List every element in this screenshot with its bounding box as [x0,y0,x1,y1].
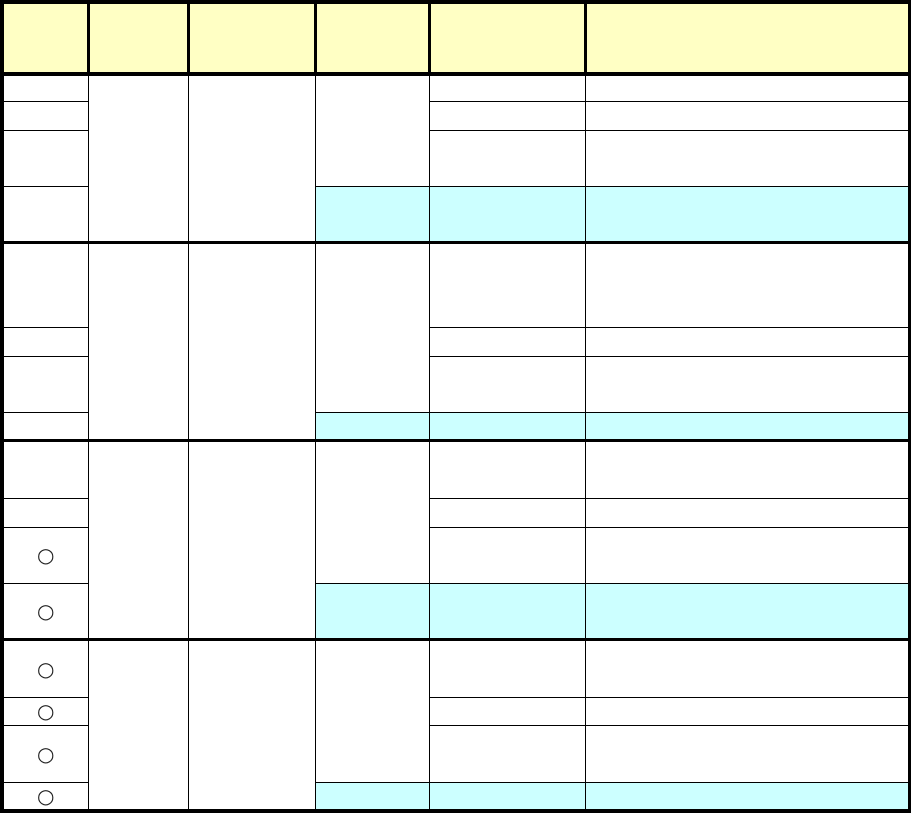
mark-cell: ○ [1,526,89,584]
highlight-cell-4 [314,781,430,812]
cell-5 [428,129,586,187]
mark-cell [1,497,89,528]
cell-5 [428,696,586,726]
table-row [1,72,911,243]
table-row: ○ [1,781,911,812]
table-row: ○ [1,526,911,584]
cell-5 [428,526,586,584]
mark-cell [1,326,89,357]
cell-5 [428,100,586,131]
table-row [1,411,911,441]
mark-cell: ○ [1,582,89,640]
cell-6 [584,326,911,357]
table-row [1,240,911,441]
cell-5 [428,497,586,528]
mark-cell: ○ [1,724,89,783]
group-cell-2 [87,637,189,812]
highlight-cell-4 [314,185,430,243]
cell-6 [584,100,911,131]
table-row [1,185,911,243]
group-cell-4 [314,637,430,783]
cell-5 [428,72,586,102]
group-cell-3 [187,72,316,243]
cell-6 [584,526,911,584]
mark-cell [1,438,89,499]
header-cell-2 [86,1,190,76]
cell-5 [428,582,586,640]
mark-cell: ○ [1,696,89,726]
group-cell-4 [314,72,430,187]
table-row: ○ [1,724,911,783]
group-cell-4 [314,240,430,413]
highlight-cell-4 [314,582,430,640]
table-row [1,438,911,640]
cell-5 [428,185,586,243]
header-cell-5 [427,1,587,76]
cell-5 [428,411,586,441]
table-row: ○ [1,582,911,640]
cell-6 [584,696,911,726]
header-cell-3 [186,1,317,76]
table-row: ○ [1,696,911,726]
cell-5 [428,724,586,783]
cell-5 [428,240,586,328]
cell-6 [584,781,911,812]
cell-6 [584,438,911,499]
mark-cell: ○ [1,781,89,812]
mark-cell [1,129,89,187]
mark-cell [1,411,89,441]
group-cell-4 [314,438,430,584]
header-row [0,1,911,76]
cell-5 [428,781,586,812]
cell-6 [584,497,911,528]
cell-6 [584,185,911,243]
cell-5 [428,438,586,499]
mark-cell [1,185,89,243]
group-cell-3 [187,438,316,640]
table-row [1,355,911,413]
cell-5 [428,326,586,357]
cell-6 [584,72,911,102]
table-row: ○ [1,637,911,812]
header-cell-1 [0,1,90,76]
table-row [1,129,911,187]
cell-6 [584,411,911,441]
highlight-cell-4 [314,411,430,441]
group-cell-3 [187,637,316,812]
mark-cell [1,240,89,328]
cell-5 [428,355,586,413]
cell-5 [428,637,586,698]
table-row [1,497,911,528]
group-cell-2 [87,72,189,243]
cell-6 [584,637,911,698]
cell-6 [584,240,911,328]
group-cell-2 [87,240,189,441]
mark-cell [1,355,89,413]
header-cell-4 [313,1,431,76]
mark-cell: ○ [1,637,89,698]
table-row [1,326,911,357]
mark-cell [1,72,89,102]
mark-cell [1,100,89,131]
cell-6 [584,129,911,187]
header-cell-6 [583,1,911,76]
group-cell-3 [187,240,316,441]
cell-6 [584,582,911,640]
group-cell-2 [87,438,189,640]
cell-6 [584,724,911,783]
cell-6 [584,355,911,413]
